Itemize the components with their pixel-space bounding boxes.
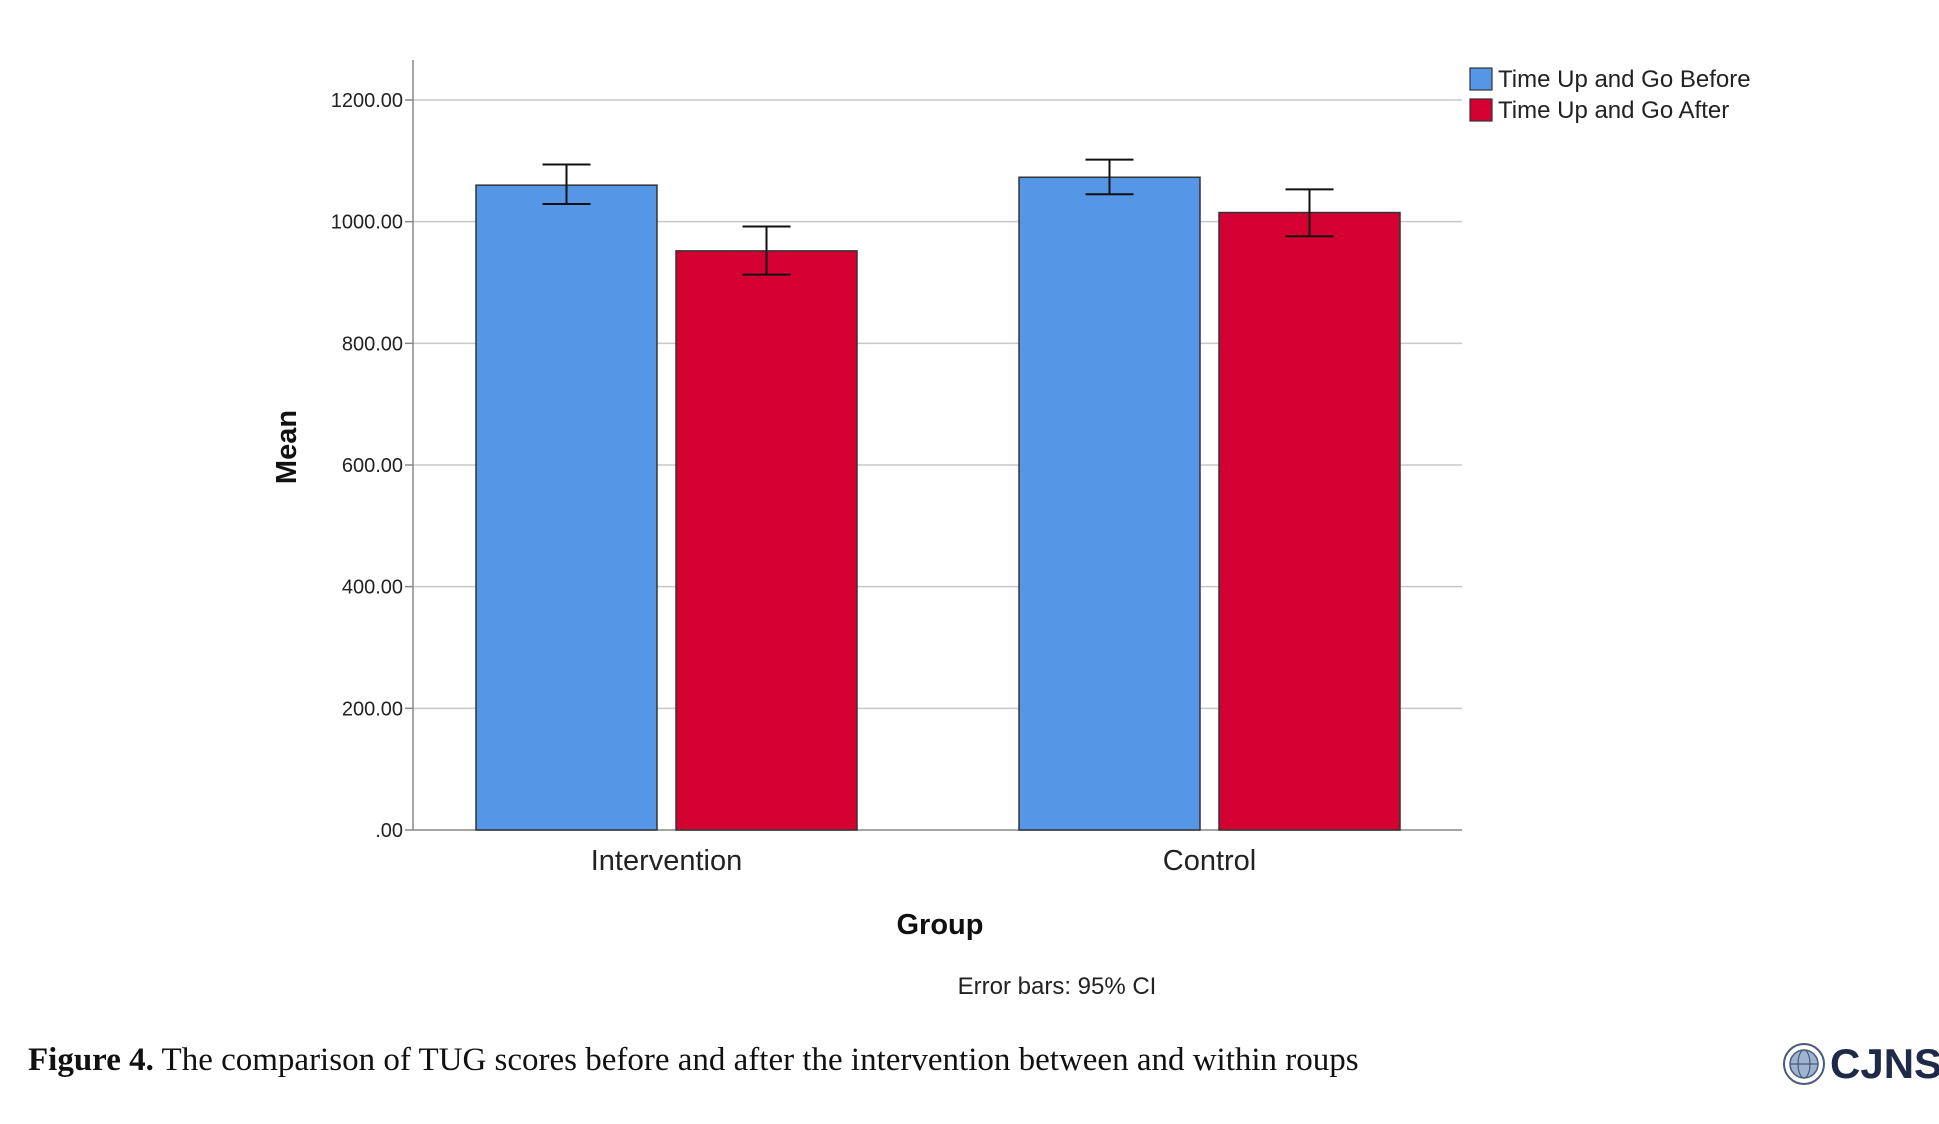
legend-swatch xyxy=(1469,67,1493,91)
caption-label: Figure 4. xyxy=(28,1042,154,1078)
y-tick-label: .00 xyxy=(375,820,403,842)
y-tick-label: 1200.00 xyxy=(331,90,403,112)
bar xyxy=(675,250,858,831)
figure-caption: Figure 4. The comparison of TUG scores b… xyxy=(28,1042,1359,1079)
y-tick-label: 600.00 xyxy=(342,455,403,477)
bar-chart: .00 200.00 400.00 600.00 800.00 1000.00 1200.0… xyxy=(271,60,1751,1000)
legend-swatch xyxy=(1469,98,1493,122)
bar xyxy=(1018,176,1201,831)
legend-label: Time Up and Go After xyxy=(1498,97,1729,124)
y-tick-label: 200.00 xyxy=(342,698,403,720)
y-tick-label: 800.00 xyxy=(342,333,403,355)
journal-logo: CJNS xyxy=(1782,1040,1939,1088)
x-tick-label: Control xyxy=(1163,845,1257,877)
bar xyxy=(1218,211,1401,831)
x-axis-label: Group xyxy=(897,909,984,941)
bar xyxy=(475,184,658,831)
y-tick-label: 400.00 xyxy=(342,577,403,599)
logo-text: CJNS xyxy=(1830,1040,1939,1087)
y-axis-label: Mean xyxy=(271,410,303,484)
error-bar-note: Error bars: 95% CI xyxy=(958,973,1157,1000)
globe-seal-icon xyxy=(1783,1043,1825,1085)
caption-text: The comparison of TUG scores before and … xyxy=(161,1042,1359,1078)
x-tick-label: Intervention xyxy=(591,845,743,877)
y-tick-label: 1000.00 xyxy=(331,212,403,234)
legend-label: Time Up and Go Before xyxy=(1498,66,1751,93)
